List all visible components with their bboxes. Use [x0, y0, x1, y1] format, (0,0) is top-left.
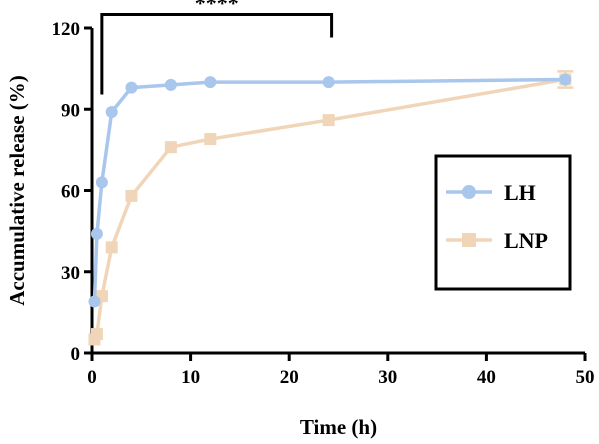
y-tick-label: 30 — [61, 263, 80, 284]
data-point — [322, 76, 335, 89]
legend: LH LNP — [434, 154, 572, 291]
data-point — [164, 141, 177, 154]
x-tick-label: 50 — [576, 367, 595, 388]
data-point — [105, 105, 118, 118]
significance-bracket-line — [100, 12, 334, 95]
data-point — [204, 76, 217, 89]
x-tick-label: 30 — [378, 367, 397, 388]
legend-swatch-marker — [462, 185, 476, 199]
axes: 0 10 20 30 40 50 0 30 60 90 120 — [52, 19, 595, 388]
data-point — [204, 133, 217, 146]
legend-entry-lh: LH — [446, 180, 536, 205]
significance-label: **** — [195, 0, 239, 15]
data-point — [125, 189, 138, 202]
legend-swatch-marker — [462, 233, 476, 247]
data-point — [105, 241, 118, 254]
y-tick-label: 90 — [61, 100, 80, 121]
significance-bracket: **** — [100, 0, 334, 95]
data-point — [322, 114, 335, 127]
data-point — [164, 78, 177, 91]
data-point — [90, 328, 103, 341]
series-lh — [88, 73, 572, 308]
y-tick-label: 60 — [61, 182, 80, 203]
series-lnp — [88, 70, 574, 346]
data-point — [88, 295, 101, 308]
y-axis-title: Accumulative release (%) — [5, 75, 29, 306]
data-point — [95, 176, 108, 189]
y-tick-label: 0 — [71, 344, 81, 365]
legend-label: LNP — [504, 228, 548, 253]
x-axis-title: Time (h) — [300, 415, 377, 439]
x-tick-label: 40 — [477, 367, 496, 388]
data-point — [125, 81, 138, 94]
x-tick-label: 10 — [181, 367, 200, 388]
data-point — [90, 227, 103, 240]
x-tick-label: 20 — [280, 367, 299, 388]
plot-area — [88, 70, 574, 346]
legend-entry-lnp: LNP — [446, 228, 548, 253]
legend-box — [434, 154, 572, 291]
legend-label: LH — [504, 180, 536, 205]
y-tick-label: 120 — [52, 19, 81, 40]
data-point — [559, 73, 572, 86]
x-tick-label: 0 — [87, 367, 97, 388]
